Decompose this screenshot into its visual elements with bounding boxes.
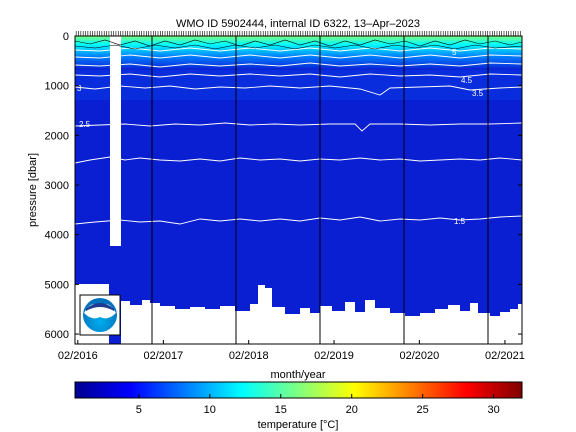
contour-label-2-5: 2.5: [79, 120, 91, 129]
y-tick-label: 4000: [45, 230, 69, 242]
y-tick-label: 3000: [45, 180, 69, 192]
year-lines: [151, 36, 489, 344]
y-axis-label: pressure [dbar]: [27, 153, 39, 227]
x-tick-label: 02/2016: [58, 350, 98, 362]
y-axis: 0 1000 2000 3000 4000 5000 6000: [45, 31, 522, 341]
colorbar-tick-label: 5: [136, 404, 142, 416]
isotherm-line: [74, 54, 523, 59]
plot-area: 1.5 2.5 3 4.5 3.5 5 NOAA: [74, 31, 523, 345]
colorbar-tick-label: 30: [487, 404, 499, 416]
y-tick-label: 0: [63, 31, 69, 43]
colorbar-ticks: 5 10 15 20 25 30: [136, 394, 500, 416]
contour-label-3-5: 3.5: [472, 89, 484, 98]
colorbar: 5 10 15 20 25 30 temperature [°C]: [74, 381, 523, 431]
x-axis-label: month/year: [270, 369, 325, 381]
contour-label-1-5: 1.5: [454, 217, 466, 226]
isotherm-line: [74, 62, 523, 68]
x-tick-label: 02/2017: [143, 350, 183, 362]
chart-title: WMO ID 5902444, internal ID 6322, 13–Apr…: [176, 18, 420, 30]
contour-label-5: 5: [452, 48, 457, 57]
isotherm-line: [74, 122, 523, 132]
colorbar-label: temperature [°C]: [258, 419, 339, 431]
noaa-logo-sky: [86, 303, 114, 311]
x-tick-label: 02/2020: [399, 350, 439, 362]
data-gap: [110, 36, 121, 246]
x-tick-label: 02/2021: [485, 350, 525, 362]
colorbar-tick-label: 20: [346, 404, 358, 416]
x-tick-label: 02/2018: [229, 350, 269, 362]
isotherm-lines: [74, 47, 523, 225]
contour-label-4-5: 4.5: [461, 76, 473, 85]
noaa-logo: NOAA: [79, 294, 121, 336]
y-tick-label: 5000: [45, 279, 69, 291]
contour-labels: 1.5 2.5 3 4.5 3.5 5: [77, 48, 484, 226]
y-tick-label: 6000: [45, 329, 69, 341]
colorbar-tick-label: 25: [417, 404, 429, 416]
isotherm-line: [74, 73, 523, 78]
surface-contour: [74, 44, 523, 50]
contour-label-3: 3: [77, 84, 82, 93]
noaa-logo-text: NOAA: [91, 310, 109, 316]
y-tick-label: 1000: [45, 81, 69, 93]
isotherm-line: [74, 47, 523, 52]
x-tick-label: 02/2019: [314, 350, 354, 362]
y-tick-label: 2000: [45, 130, 69, 142]
isotherm-line: [74, 85, 523, 96]
colorbar-tick-label: 10: [204, 404, 216, 416]
surface-contours: [74, 39, 523, 50]
isotherm-line: [74, 215, 523, 225]
isotherm-line: [74, 156, 523, 164]
seafloor-mask: [121, 285, 522, 344]
plot-frame: [74, 35, 523, 345]
mid-depth-band: [75, 70, 522, 100]
colorbar-tick-label: 15: [275, 404, 287, 416]
colorbar-gradient: [74, 381, 523, 399]
x-axis: 02/2016 02/2017 02/2018 02/2019 02/2020 02/20…: [58, 340, 525, 362]
profile-ticks: [75, 31, 521, 36]
